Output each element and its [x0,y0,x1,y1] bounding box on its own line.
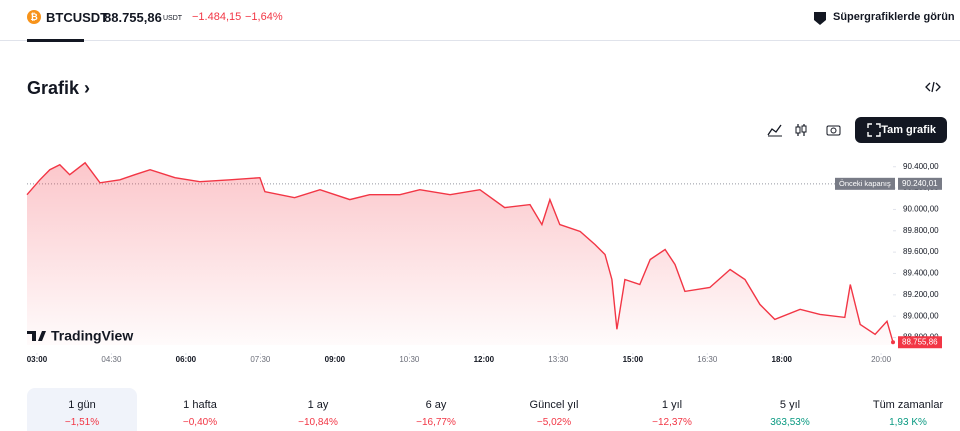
x-tick-label: 16:30 [697,355,718,364]
y-tick-label: 90.000,00 [903,205,939,214]
period-label: Tüm zamanlar [872,399,944,411]
y-tick-label: 89.600,00 [903,247,939,256]
x-tick-label: 07:30 [250,355,271,364]
chart-tools[interactable] [766,121,846,139]
full-chart-button[interactable]: Tam grafik [855,117,947,143]
full-chart-label: Tam grafik [881,124,936,136]
period-change: −0,40% [182,417,218,428]
x-tick-label: 03:00 [27,355,48,364]
period-label: 1 yıl [661,399,683,411]
period-change: 363,53% [770,417,810,428]
period-label: 6 ay [425,399,447,411]
x-tick-label: 20:00 [871,355,892,364]
previous-close-name-box [835,177,895,190]
period-tab[interactable]: 1 gün −1,51% [27,388,137,431]
tab-indicator [27,39,84,42]
super-icon [814,12,826,25]
period-change: −5,02% [536,417,572,428]
y-tick-label: 90.400,00 [903,162,939,171]
x-tick-label: 10:30 [399,355,420,364]
x-tick-label: 09:00 [325,355,346,364]
period-tab[interactable]: 1 hafta −0,40% [145,388,255,431]
supercharts-link[interactable]: Süpergrafiklerde görün [833,11,955,23]
period-tab[interactable]: 6 ay −16,77% [381,388,491,431]
top-bar [0,0,960,41]
currency: USDT [163,15,183,22]
price: 88.755,86 [104,10,162,25]
change: −1.484,15 [192,11,242,23]
brand: TradingView [27,328,133,344]
period-change: −12,37% [652,417,692,428]
x-tick-label: 04:30 [101,355,122,364]
symbol: BTCUSDT [46,10,109,25]
coin-icon: ₿ [27,10,41,24]
period-label: Güncel yıl [529,399,579,411]
previous-close-name: Önceki kapanış [839,179,891,188]
last-price-label: 88.755,86 [902,337,938,346]
section-title-text: Grafik [27,78,80,98]
area [27,162,893,345]
x-tick-label: 13:30 [548,355,569,364]
x-tick-label: 06:00 [176,355,197,364]
last-price-box [898,336,942,349]
svg-text:₿: ₿ [30,12,37,22]
previous-close-box [898,177,942,190]
x-tick-label: 18:00 [772,355,793,364]
period-tab[interactable]: 5 yıl 363,53% [735,388,845,431]
period-label: 1 hafta [183,399,217,411]
period-change: 1,93 K% [889,417,927,428]
y-tick-label: 89.000,00 [903,311,939,320]
section-title[interactable]: Grafik › [27,78,91,98]
change-percent: −1,64% [245,11,283,23]
fullscreen-icon [867,123,881,137]
price-line [26,161,894,343]
period-label: 5 yıl [779,399,801,411]
x-tick-label: 15:00 [623,355,644,364]
period-change: −10,84% [298,417,338,428]
previous-close-label: 90.240,01 [902,179,938,188]
y-tick-label: 89.800,00 [903,226,939,235]
x-tick-label: 12:00 [474,355,495,364]
period-label: 1 gün [68,399,96,411]
period-tab[interactable]: Tüm zamanlar 1,93 K% [853,388,960,431]
period-tab[interactable]: 1 yıl −12,37% [617,388,727,431]
last-point [891,340,895,345]
embed-icon[interactable] [925,80,941,94]
period-tab[interactable]: Güncel yıl −5,02% [499,388,609,431]
period-label: 1 ay [307,399,329,411]
period-tab[interactable]: 1 ay −10,84% [263,388,373,431]
y-tick-label: 89.200,00 [903,290,939,299]
y-tick-label: 89.400,00 [903,269,939,278]
period-change: −1,51% [64,417,100,428]
period-change: −16,77% [416,417,456,428]
price-chart: 88.800,0089.000,0089.200,0089.400,0089.6… [26,161,942,364]
brand-text: TradingView [51,328,133,344]
